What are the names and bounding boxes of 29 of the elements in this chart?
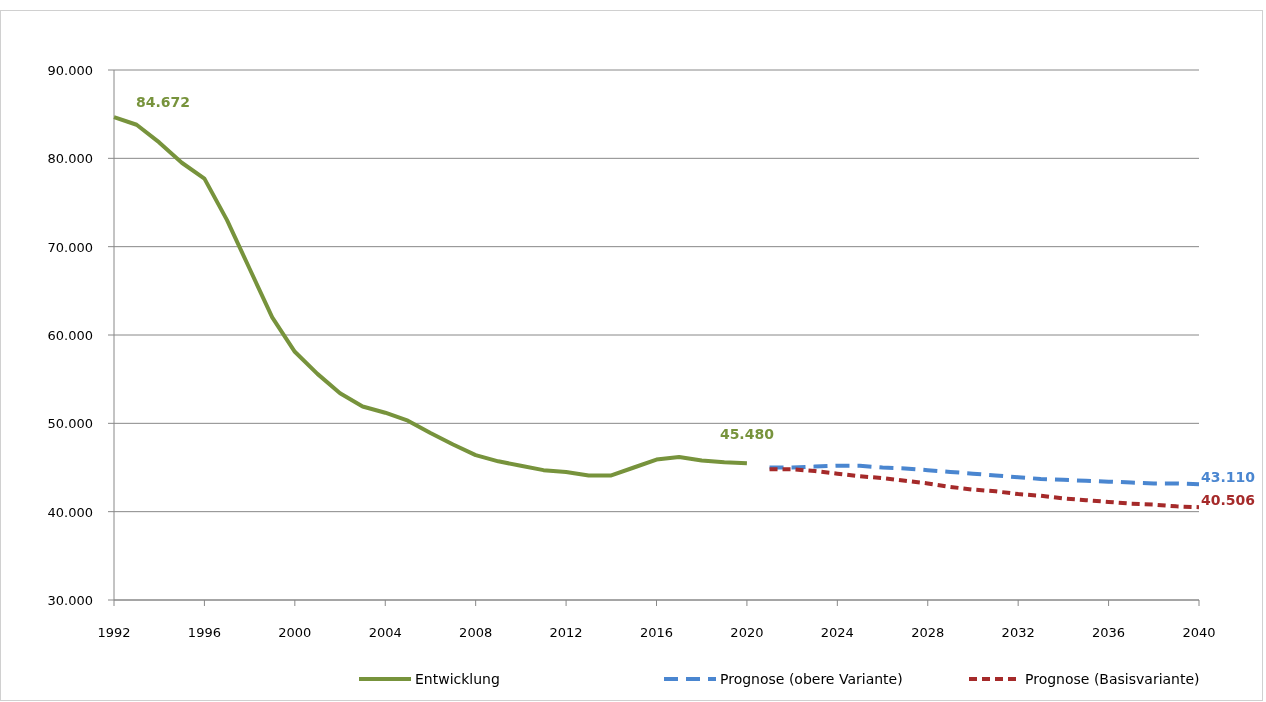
y-tick-label: 70.000: [47, 239, 93, 255]
x-tick-label: 2028: [911, 625, 945, 640]
x-tick-label: 2004: [368, 625, 402, 640]
y-tick-label: 80.000: [47, 151, 93, 167]
annotation: 45.480: [719, 426, 775, 443]
x-tick-label: 2020: [730, 625, 764, 640]
legend-label: Entwicklung: [415, 671, 500, 687]
x-tick-label: 2016: [639, 625, 674, 640]
x-tick-label: 2012: [549, 625, 583, 640]
y-tick-label: 50.000: [47, 416, 93, 432]
x-tick-label: 2008: [459, 625, 493, 640]
x-tick-label: 1992: [97, 625, 131, 640]
legend-label: Prognose (obere Variante): [720, 671, 903, 687]
line-series: [767, 467, 1201, 510]
x-tick-label: 2040: [1182, 625, 1216, 640]
x-tick-label: 2036: [1092, 625, 1126, 640]
y-tick-label: 40.000: [47, 504, 93, 520]
x-tick-label: 2024: [820, 625, 854, 640]
x-tick-label: 2032: [1001, 625, 1035, 640]
annotation: 40.506: [1201, 492, 1256, 509]
y-tick-label: 90.000: [47, 63, 93, 78]
y-tick-label: 60.000: [47, 328, 93, 343]
x-tick-label: 2000: [278, 625, 312, 640]
annotation: 43.110: [1201, 469, 1256, 486]
legend-label: Prognose (Basisvariante): [1025, 671, 1200, 687]
line-series: [767, 463, 1201, 487]
y-tick-label: 30.000: [47, 593, 93, 608]
annotation: 84.672: [136, 94, 191, 111]
x-tick-label: 1996: [187, 625, 221, 640]
